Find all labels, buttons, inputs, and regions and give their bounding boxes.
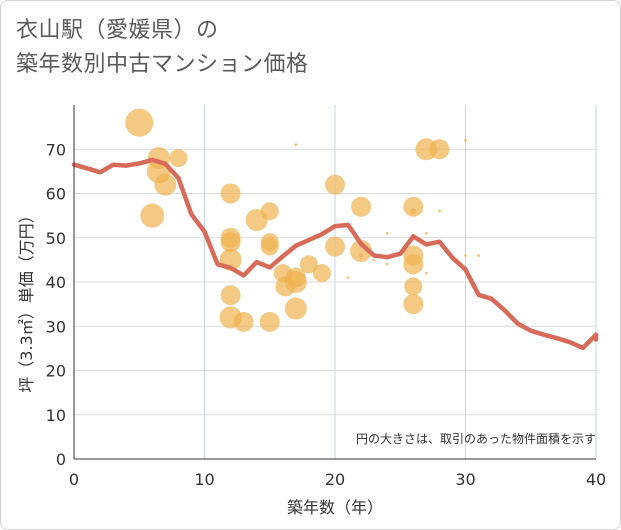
bubble-point	[260, 202, 279, 221]
bubble-point	[259, 311, 280, 332]
x-tick-label: 10	[194, 470, 214, 489]
bubble-point	[325, 174, 345, 195]
bubble-point	[346, 276, 350, 280]
x-tick-label: 0	[69, 470, 79, 489]
bubble-point	[424, 231, 428, 235]
y-axis-label: 坪（3.3㎡）単価（万円）	[17, 207, 36, 392]
bubble-point	[424, 271, 428, 275]
bubble-point	[385, 262, 389, 266]
bubble-point	[372, 258, 376, 262]
bubble-point	[385, 231, 389, 235]
bubble-point	[404, 277, 423, 296]
bubble-point	[437, 209, 441, 213]
bubble-point	[403, 196, 424, 217]
bubble-point	[410, 208, 417, 215]
bubble-point	[285, 267, 306, 288]
trend-line	[71, 157, 599, 351]
title-line-1: 衣山駅（愛媛県）の	[16, 18, 219, 43]
y-tick-label: 60	[46, 185, 66, 204]
bubble-point	[312, 264, 331, 283]
y-tick-label: 20	[46, 362, 66, 381]
y-tick-label: 0	[56, 450, 66, 469]
bubble-point	[294, 143, 298, 147]
x-tick-label: 30	[455, 470, 475, 489]
bubble-point	[220, 232, 241, 253]
bubble-point	[260, 237, 279, 256]
bubble-point	[154, 173, 177, 196]
bubble-point	[477, 253, 481, 257]
chart-title: 衣山駅（愛媛県）の 築年数別中古マンション価格	[16, 14, 309, 82]
bubble-point	[284, 297, 307, 320]
y-tick-label: 70	[46, 140, 66, 159]
bubble-point	[233, 311, 254, 332]
bubble-point	[359, 253, 364, 258]
y-tick-label: 50	[46, 229, 66, 248]
bubble-point	[464, 138, 467, 142]
y-tick-label: 40	[46, 273, 66, 292]
y-tick-label: 30	[46, 317, 66, 336]
y-tick-label: 10	[46, 406, 66, 425]
title-line-2: 築年数別中古マンション価格	[16, 52, 309, 77]
bubble-point	[220, 183, 241, 204]
bubble-point	[429, 139, 450, 160]
bubble-point	[403, 294, 424, 315]
x-axis-label: 築年数（年）	[287, 498, 383, 517]
bubbles	[125, 108, 481, 332]
bubble-point	[125, 108, 154, 137]
x-tick-label: 20	[325, 470, 345, 489]
bubble-point	[350, 240, 373, 263]
bubble-point	[299, 255, 318, 274]
bubble-point	[220, 285, 241, 306]
axes: 0 10 20 30 40 50 60 70 0 10 20 30 40	[46, 105, 606, 489]
bubble-point	[464, 253, 467, 257]
bubble-point	[325, 236, 345, 257]
bubble-point	[351, 196, 372, 217]
x-tick-label: 40	[586, 470, 606, 489]
bubble-point	[169, 149, 188, 168]
bubble-point	[403, 254, 424, 275]
size-note: 円の大きさは、取引のあった物件面積を示す	[356, 431, 596, 446]
bubble-point	[140, 203, 165, 228]
